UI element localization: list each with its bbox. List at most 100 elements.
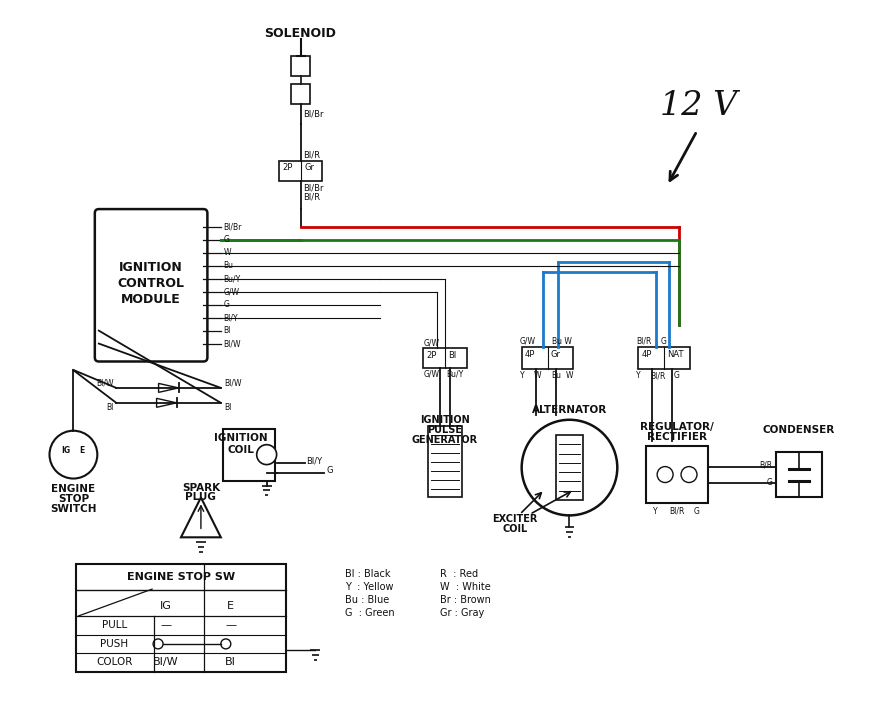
Text: G: G [224,300,229,309]
Text: COIL: COIL [227,445,254,454]
Bar [290,84,310,104]
Text: Bu: Bu [224,261,233,271]
Text: Bl: Bl [448,351,456,359]
Text: COLOR: COLOR [96,657,133,667]
Bar [776,451,822,498]
Text: SPARK: SPARK [182,482,220,492]
Text: W: W [565,372,573,380]
Text: Bu/Y: Bu/Y [446,369,463,379]
Text: Bl/W: Bl/W [96,379,114,387]
Bar [290,56,310,76]
Text: COIL: COIL [502,524,527,534]
Text: Y  : Yellow: Y : Yellow [345,582,394,592]
Text: BI: BI [225,657,236,667]
Text: Y: Y [653,507,657,516]
Text: CONTROL: CONTROL [118,276,184,289]
Text: 12 V: 12 V [661,90,738,122]
Text: Y: Y [520,372,524,380]
Text: RECTIFIER: RECTIFIER [647,432,707,441]
Text: G: G [224,235,229,245]
Text: PUSH: PUSH [101,639,128,649]
Circle shape [522,420,617,516]
Bar [646,446,708,503]
Text: Bl/Br: Bl/Br [224,222,242,232]
Text: PLUG: PLUG [185,492,217,503]
Text: Bl: Bl [106,403,114,413]
Text: STOP: STOP [58,495,89,505]
Text: Gr: Gr [551,349,560,359]
Text: G/W: G/W [224,287,239,296]
Bar [423,348,467,368]
Text: PULSE: PULSE [427,425,462,435]
Text: BI/W: BI/W [153,657,179,667]
Text: E: E [79,446,84,455]
Text: EXCITER: EXCITER [492,514,538,524]
Text: G: G [674,372,680,380]
Circle shape [50,431,97,479]
Text: 4P: 4P [524,349,535,359]
Circle shape [221,639,231,649]
Text: Bl : Black: Bl : Black [345,570,391,579]
Text: Bl/W: Bl/W [224,339,241,348]
Text: 2P: 2P [282,163,293,172]
Text: CONDENSER: CONDENSER [762,425,835,435]
Text: G: G [660,336,666,346]
Text: Gr: Gr [304,163,315,172]
Circle shape [681,467,697,482]
Text: ENGINE STOP SW: ENGINE STOP SW [127,572,235,582]
Text: 4P: 4P [642,349,652,359]
Text: IGNITION: IGNITION [214,433,267,443]
Text: G/W: G/W [520,336,536,346]
Text: Bl/W: Bl/W [224,379,241,387]
Text: Bu : Blue: Bu : Blue [345,595,390,605]
Text: SWITCH: SWITCH [50,505,97,514]
Text: ALTERNATOR: ALTERNATOR [532,405,607,415]
Text: Br : Brown: Br : Brown [440,595,491,605]
Text: Bl: Bl [224,326,231,335]
Bar [638,347,690,369]
Bar [522,347,573,369]
Text: Y: Y [636,372,641,380]
Circle shape [257,445,277,464]
Text: Bu W: Bu W [551,336,572,346]
Text: E: E [227,601,234,611]
Text: NAT: NAT [667,349,683,359]
Text: G: G [326,466,333,475]
Text: G/W: G/W [424,369,440,379]
Bar [556,435,584,500]
Text: IG: IG [61,446,70,455]
Text: W: W [224,248,231,258]
Text: Bl: Bl [224,403,232,413]
Text: IGNITION: IGNITION [119,261,183,274]
Text: Bl/Br: Bl/Br [303,183,324,192]
Text: G: G [766,478,773,487]
Text: IG: IG [160,601,172,611]
Bar [428,426,461,498]
Text: Bl/Y: Bl/Y [307,456,323,465]
Text: —: — [161,621,171,630]
Circle shape [153,639,163,649]
Circle shape [657,467,673,482]
Text: Bl/Y: Bl/Y [224,313,238,322]
Text: B/R: B/R [760,460,773,469]
Text: Gr : Gray: Gr : Gray [440,608,484,618]
Text: Bl/R: Bl/R [303,192,321,201]
Text: Bu: Bu [551,372,562,380]
FancyBboxPatch shape [94,209,207,361]
Text: W  : White: W : White [440,582,490,592]
Text: MODULE: MODULE [121,293,181,306]
Text: IGNITION: IGNITION [420,415,470,425]
Bar [76,564,286,672]
Text: GENERATOR: GENERATOR [412,435,478,445]
Text: Bl/R: Bl/R [669,507,684,516]
Text: Bu/Y: Bu/Y [224,274,240,283]
Text: Bl/Br: Bl/Br [303,109,324,119]
Text: PULL: PULL [101,621,127,630]
Text: Bl/R: Bl/R [303,150,321,159]
Text: G: G [694,507,700,516]
Text: Bl/R: Bl/R [636,336,652,346]
Text: 2P: 2P [426,351,436,359]
Text: R  : Red: R : Red [440,570,478,579]
Bar [223,428,274,480]
Text: Bl/R: Bl/R [650,372,665,380]
